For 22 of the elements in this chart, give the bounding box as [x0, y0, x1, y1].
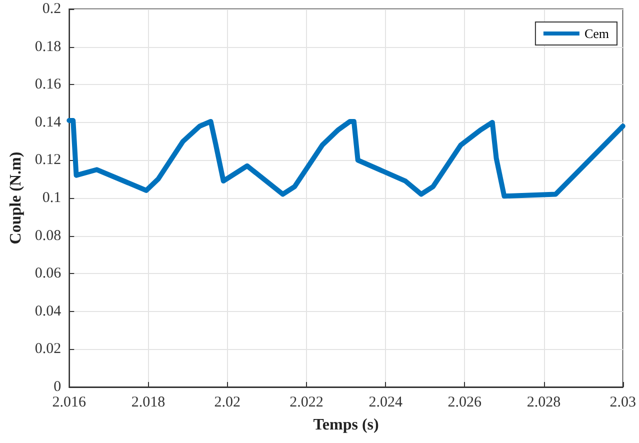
x-tick-label: 2.026: [448, 394, 482, 410]
y-tick-label: 0.14: [34, 114, 62, 130]
y-tick-label: 0.02: [34, 341, 62, 358]
x-tick-label: 2.024: [368, 394, 403, 410]
x-tick-label: 2.016: [52, 394, 87, 410]
x-tick-label: 2.018: [131, 394, 166, 410]
y-tick-label: 0.04: [34, 303, 62, 320]
y-tick-label: 0.18: [34, 38, 62, 55]
x-tick-label: 2.022: [290, 394, 324, 410]
x-tick-label: 2.028: [526, 394, 561, 410]
y-axis-title: Couple (N.m): [8, 152, 24, 244]
legend-label: Cem: [584, 26, 610, 41]
y-tick-label: 0.16: [34, 76, 62, 93]
y-tick-label: 0.12: [34, 152, 62, 168]
y-tick-label: 0.06: [34, 266, 62, 282]
y-tick-label: 0.2: [42, 1, 62, 17]
y-tick-label: 0.1: [42, 190, 62, 206]
y-tick-label: 0: [54, 379, 62, 395]
x-tick-label: 2.03: [610, 394, 636, 410]
y-tick-label: 0.08: [34, 228, 62, 244]
x-axis-title: Temps (s): [313, 416, 379, 434]
x-tick-label: 2.02: [214, 394, 240, 410]
